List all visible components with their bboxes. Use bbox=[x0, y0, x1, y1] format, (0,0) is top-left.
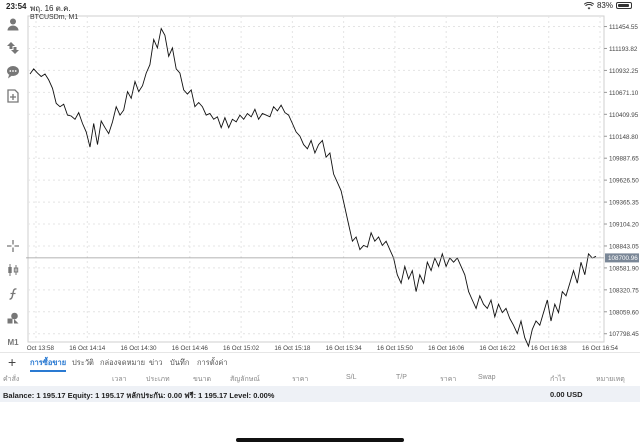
y-tick-label: 109104.20 bbox=[609, 222, 639, 229]
x-tick-label: 16 Oct 14:30 bbox=[121, 345, 158, 352]
col-price: ราคา bbox=[292, 376, 309, 383]
col-sl: S/L bbox=[346, 374, 357, 381]
x-tick-label: 16 Oct 15:18 bbox=[274, 345, 311, 352]
chat-icon[interactable] bbox=[4, 63, 22, 81]
x-tick-label: 16 Oct 13:58 bbox=[26, 345, 55, 352]
x-tick-label: 16 Oct 16:38 bbox=[531, 345, 568, 352]
tab-news[interactable]: ข่าว bbox=[149, 358, 163, 367]
x-tick-label: 16 Oct 14:14 bbox=[69, 345, 106, 352]
status-bar: 23:54 พฤ. 16 ต.ค. 83% bbox=[0, 0, 640, 13]
tab-mailbox[interactable]: กล่องจดหมาย bbox=[100, 358, 146, 367]
battery-percent: 83% bbox=[596, 1, 613, 10]
x-tick-label: 16 Oct 16:22 bbox=[479, 345, 516, 352]
y-tick-label: 110671.10 bbox=[609, 90, 639, 97]
order-table-header: คำสั่ง เวลา ประเภท ขนาด สัญลักษณ์ ราคา S… bbox=[0, 372, 640, 386]
y-tick-label: 109365.35 bbox=[609, 200, 639, 207]
tab-settings[interactable]: การตั้งค่า bbox=[197, 358, 228, 367]
balance-amount: 0.00 USD bbox=[550, 390, 583, 399]
current-price-label: 108700.96 bbox=[608, 255, 638, 262]
y-tick-label: 108581.90 bbox=[609, 265, 639, 272]
battery-icon bbox=[616, 2, 632, 9]
col-time: เวลา bbox=[112, 376, 127, 383]
col-symbol: สัญลักษณ์ bbox=[230, 376, 260, 383]
tab-history[interactable]: ประวัติ bbox=[72, 358, 94, 367]
balance-summary: Balance: 1 195.17 Equity: 1 195.17 หลักป… bbox=[3, 391, 275, 400]
x-tick-label: 16 Oct 16:54 bbox=[582, 345, 619, 352]
indicator-icon[interactable] bbox=[4, 285, 22, 303]
y-tick-label: 109626.50 bbox=[609, 178, 639, 185]
status-time: 23:54 bbox=[6, 2, 27, 11]
x-tick-label: 16 Oct 15:34 bbox=[326, 345, 363, 352]
chart-symbol-label: BTCUSDm, M1 bbox=[30, 14, 79, 21]
status-date: พฤ. 16 ต.ค. bbox=[30, 4, 71, 13]
y-tick-label: 108059.60 bbox=[609, 309, 639, 316]
col-swap: Swap bbox=[478, 374, 496, 381]
col-profit: กำไร bbox=[550, 376, 566, 383]
add-chart-icon[interactable] bbox=[4, 87, 22, 105]
y-tick-label: 107798.45 bbox=[609, 331, 639, 338]
col-tp: T/P bbox=[396, 374, 407, 381]
y-tick-label: 108320.75 bbox=[609, 287, 639, 294]
timeframe-label[interactable]: M1 bbox=[7, 337, 19, 347]
y-tick-label: 111454.55 bbox=[609, 24, 638, 31]
col-type: ประเภท bbox=[146, 376, 170, 383]
y-tick-label: 111193.82 bbox=[609, 46, 638, 53]
chart-canvas[interactable]: 111454.55 111193.82 110932.25 110671.10 1104… bbox=[18, 12, 640, 357]
crosshair-icon[interactable] bbox=[4, 237, 22, 255]
balance-bar: Balance: 1 195.17 Equity: 1 195.17 หลักป… bbox=[0, 386, 640, 402]
trade-icon[interactable] bbox=[4, 39, 22, 57]
wifi-icon bbox=[583, 1, 594, 9]
price-chart[interactable]: 111454.55 111193.82 110932.25 110671.10 1104… bbox=[18, 12, 640, 357]
objects-icon[interactable] bbox=[4, 309, 22, 327]
current-price-badge bbox=[605, 253, 639, 263]
col-order: คำสั่ง bbox=[3, 376, 20, 383]
y-tick-label: 110148.80 bbox=[609, 134, 639, 141]
col-current-price: ราคา bbox=[440, 376, 457, 383]
tab-trade[interactable]: การซื้อขาย bbox=[30, 358, 67, 372]
profile-icon[interactable] bbox=[4, 15, 22, 33]
x-tick-label: 16 Oct 15:50 bbox=[377, 345, 414, 352]
y-tick-label: 110409.95 bbox=[609, 112, 639, 119]
y-tick-label: 108843.05 bbox=[609, 243, 639, 250]
col-volume: ขนาด bbox=[193, 376, 212, 383]
y-tick-label: 110932.25 bbox=[609, 68, 639, 75]
add-icon[interactable]: + bbox=[8, 354, 17, 370]
tab-journal[interactable]: บันทึก bbox=[170, 358, 190, 367]
x-tick-label: 16 Oct 15:02 bbox=[223, 345, 260, 352]
col-comment: หมายเหตุ bbox=[596, 376, 625, 383]
chart-frame bbox=[27, 15, 605, 343]
home-indicator[interactable] bbox=[236, 438, 404, 442]
status-right: 83% bbox=[583, 1, 632, 10]
y-tick-label: 109887.65 bbox=[609, 156, 639, 163]
x-tick-label: 16 Oct 16:06 bbox=[428, 345, 465, 352]
left-toolbar: M1 bbox=[0, 12, 26, 352]
candles-icon[interactable] bbox=[4, 261, 22, 279]
price-line bbox=[29, 27, 597, 348]
x-tick-label: 16 Oct 14:46 bbox=[172, 345, 209, 352]
bottom-tabs: + การซื้อขาย ประวัติ กล่องจดหมาย ข่าว บั… bbox=[0, 352, 640, 372]
